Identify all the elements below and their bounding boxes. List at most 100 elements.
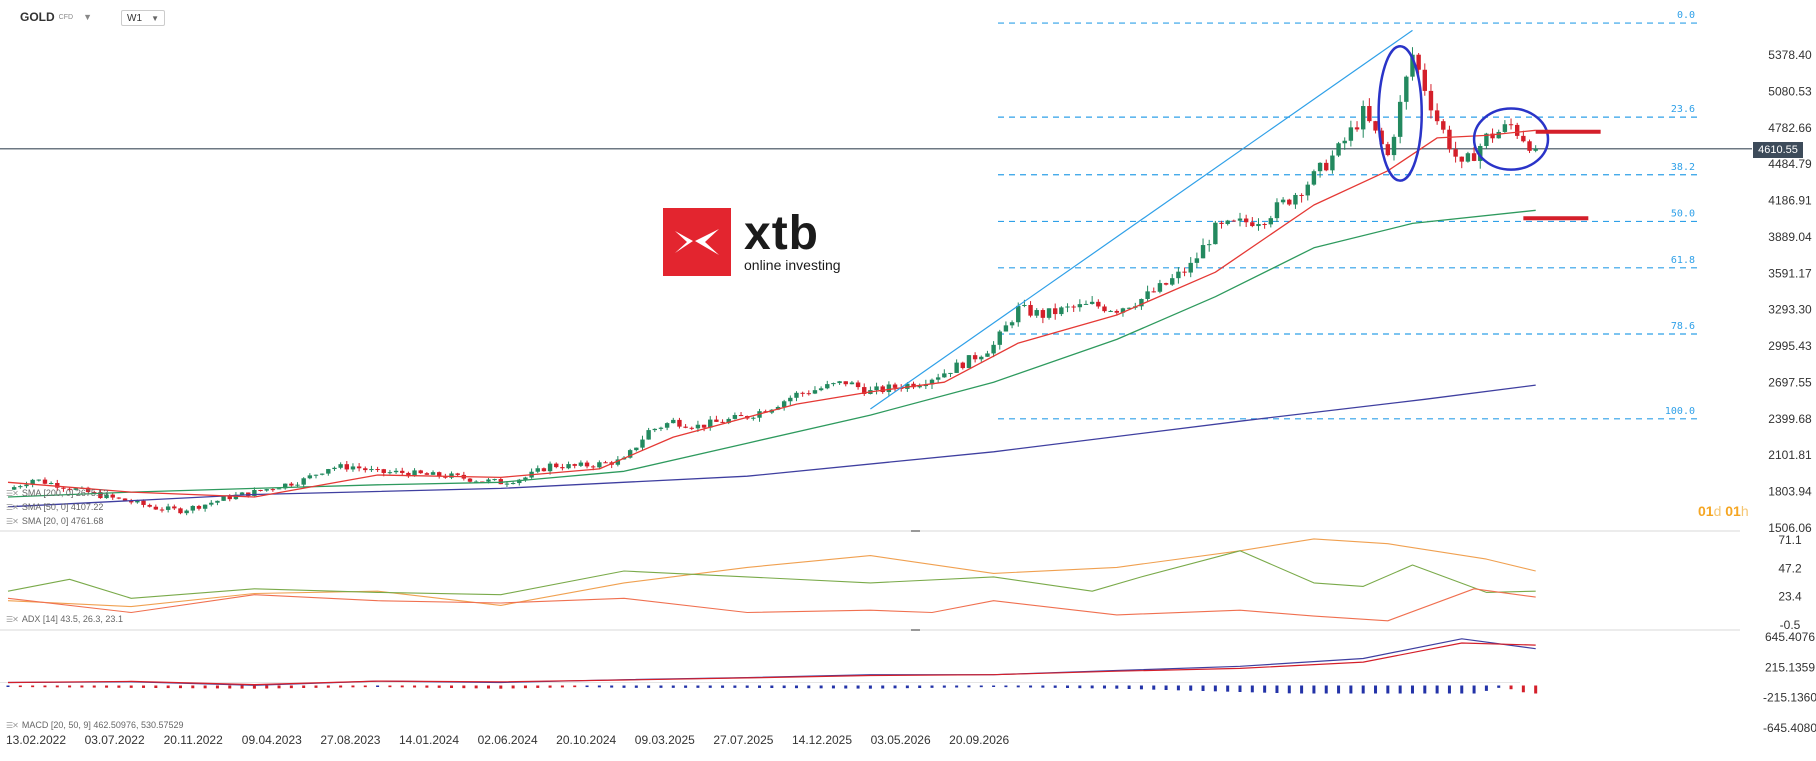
adx-y-tick-label: 47.2 [1778,561,1802,575]
candle-body [948,372,953,374]
candle-body [1059,307,1064,315]
macd-y-tick-label: -215.1360 [1763,691,1816,705]
y-tick-label: 2101.81 [1768,448,1812,462]
macd-histogram-bar [178,685,182,689]
candle-body [1422,69,1427,91]
macd-histogram-bar [918,685,922,688]
macd-histogram-bar [1213,685,1217,692]
adx-y-tick-label: 23.4 [1778,590,1802,604]
candle-body [492,479,497,481]
settings-icon[interactable]: ☰✕ [6,502,19,512]
candle-body [1219,222,1224,224]
pane-resize-handle [911,530,920,532]
candle-body [387,472,393,474]
candle-body [1465,153,1471,162]
timeframe-selector[interactable]: W1 ▼ [121,10,165,26]
candle-body [1250,222,1255,227]
macd-histogram-bar [1090,685,1094,689]
candle-body [1342,140,1347,144]
candle-body [683,426,688,428]
macd-histogram-bar [1139,685,1143,690]
candle-body [264,489,269,491]
macd-histogram-bar [1041,685,1045,688]
macd-histogram-bar [388,685,392,688]
candle-body [1003,325,1009,332]
candle-body [110,494,115,498]
macd-histogram-bar [622,685,626,688]
sma-20-line [7,129,1536,498]
candle-body [880,386,885,393]
macd-histogram-bar [597,685,601,688]
candle-body [966,355,972,369]
candle-body [652,428,657,431]
macd-histogram-bar [745,685,749,688]
macd-line [7,638,1536,686]
candle-body [498,479,503,485]
settings-icon[interactable]: ☰✕ [6,614,19,624]
sma-200-line [7,384,1536,508]
candle-body [73,488,78,490]
candle-body [1207,244,1212,246]
adx-series-line [7,538,1536,608]
candle-body [1114,310,1119,313]
macd-histogram-bar [1250,685,1254,693]
candle-body [42,479,48,484]
candle-body [979,356,984,360]
macd-y-tick-label: 215.1359 [1765,660,1815,674]
macd-histogram-bar [486,685,490,689]
macd-histogram-bar [450,685,454,688]
legend-sma50[interactable]: ☰✕ SMA [50, 0] 4107.22 [6,502,104,512]
macd-histogram-bar [758,685,762,688]
candle-body [1268,218,1273,225]
candle-body [412,470,417,477]
macd-histogram-bar [339,685,343,688]
macd-histogram-bar [1447,685,1451,694]
candle-body [295,484,300,486]
candle-body [98,492,103,499]
candle-body [159,509,165,511]
candle-body [1478,145,1483,161]
candle-body [424,473,430,475]
x-tick-label: 09.03.2025 [635,733,695,747]
xtb-logo-icon [663,208,731,276]
macd-histogram-bar [1275,685,1279,693]
settings-icon[interactable]: ☰✕ [6,516,19,526]
settings-icon[interactable]: ☰✕ [6,488,19,498]
macd-histogram-bar [166,685,170,689]
candle-body [1502,124,1508,132]
candle-body [800,392,805,394]
candle-body [258,490,263,492]
candle-body [1188,262,1193,273]
macd-histogram-bar [1226,685,1230,692]
symbol-selector[interactable]: GOLD CFD ▼ [20,10,92,24]
macd-histogram-bar [277,685,281,689]
candle-body [1459,156,1464,162]
candle-body [1040,310,1046,318]
legend-macd[interactable]: ☰✕ MACD [20, 50, 9] 462.50976, 530.57529 [6,720,184,730]
candle-body [1151,291,1156,293]
candle-body [1330,155,1335,171]
macd-histogram-bar [1410,685,1414,694]
settings-icon[interactable]: ☰✕ [6,720,19,730]
candle-body [1354,127,1360,130]
legend-adx[interactable]: ☰✕ ADX [14] 43.5, 26.3, 23.1 [6,614,123,624]
y-tick-label: 2399.68 [1768,412,1812,426]
candle-body [1194,258,1200,263]
xtb-logo: xtb online investing [663,208,841,276]
candle-body [85,487,91,493]
legend-sma200[interactable]: ☰✕ SMA [200, 0] 2675.53 [6,488,109,498]
candle-body [677,419,682,427]
candle-body [1484,133,1489,146]
macd-histogram-bar [18,685,22,688]
candle-body [1046,308,1052,318]
candle-body [689,427,694,429]
logo-tagline: online investing [744,256,841,273]
candle-body [658,427,664,429]
macd-histogram-bar [856,685,860,689]
y-tick-label: 4484.79 [1768,157,1812,171]
adx-y-tick-label: -0.5 [1780,618,1801,632]
candle-body [732,415,738,419]
candle-body [1163,283,1169,285]
legend-sma20[interactable]: ☰✕ SMA [20, 0] 4761.68 [6,516,104,526]
